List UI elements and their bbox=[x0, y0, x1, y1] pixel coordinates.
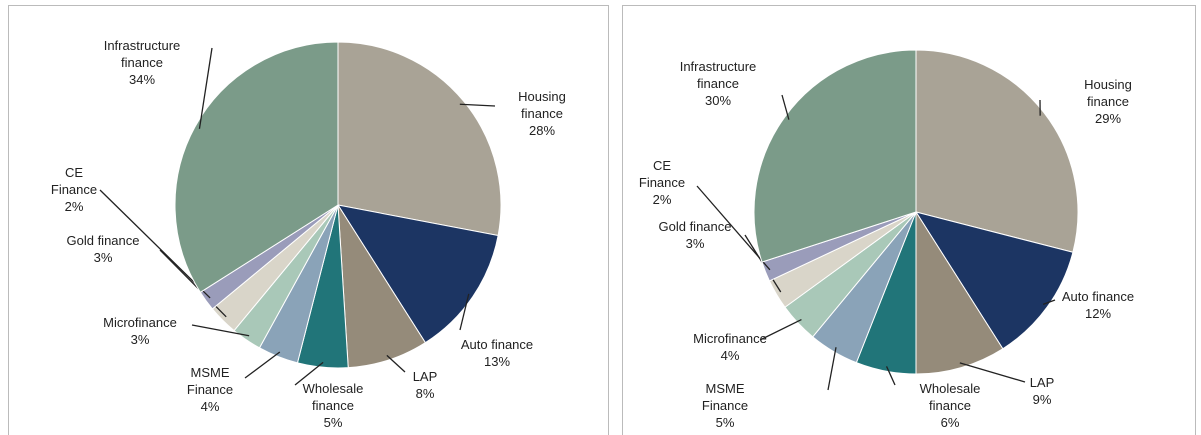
leader-line bbox=[459, 293, 470, 331]
slice-value-label: 13% bbox=[483, 354, 511, 369]
leader-line bbox=[696, 185, 771, 271]
slice-value-label: 5% bbox=[715, 415, 735, 430]
panel bbox=[622, 5, 1196, 435]
slice-label: Housing finance bbox=[518, 89, 566, 121]
slice-label: MSME Finance bbox=[186, 365, 234, 397]
slice-label: LAP bbox=[412, 369, 438, 384]
slice-value-label: 28% bbox=[528, 123, 556, 138]
slice-value-label: 2% bbox=[64, 199, 84, 214]
leader-line bbox=[781, 94, 790, 120]
slice-value-label: 34% bbox=[128, 72, 156, 87]
slice-value-label: 2% bbox=[652, 192, 672, 207]
slice-label: Microfinance bbox=[693, 331, 767, 346]
leader-line bbox=[198, 47, 213, 129]
slice-label: CE Finance bbox=[50, 165, 98, 197]
slice-label: CE Finance bbox=[638, 158, 686, 190]
slice-label: Microfinance bbox=[103, 315, 177, 330]
slice-label: Auto finance bbox=[460, 337, 534, 352]
slice-value-label: 30% bbox=[704, 93, 732, 108]
leader-line bbox=[99, 189, 211, 299]
leader-line bbox=[827, 347, 837, 391]
slice-value-label: 4% bbox=[720, 348, 740, 363]
pie-slice bbox=[336, 204, 499, 344]
slice-value-label: 4% bbox=[200, 399, 220, 414]
slice-label: Infrastructure finance bbox=[679, 59, 757, 91]
slice-label: Gold finance bbox=[66, 233, 140, 248]
slice-value-label: 5% bbox=[323, 415, 343, 430]
slice-value-label: 6% bbox=[940, 415, 960, 430]
slice-label: Infrastructure finance bbox=[103, 38, 181, 70]
leader-line bbox=[459, 103, 496, 107]
pie-slice bbox=[915, 49, 1079, 253]
slice-value-label: 9% bbox=[1032, 392, 1052, 407]
slice-label: Housing finance bbox=[1084, 77, 1132, 109]
slice-value-label: 3% bbox=[685, 236, 705, 251]
slice-label: MSME Finance bbox=[701, 381, 749, 413]
leader-line bbox=[386, 354, 406, 373]
slice-label: LAP bbox=[1029, 375, 1055, 390]
leader-line bbox=[1042, 299, 1056, 305]
slice-value-label: 12% bbox=[1084, 306, 1112, 321]
leader-line bbox=[959, 362, 1026, 383]
slice-label: Gold finance bbox=[658, 219, 732, 234]
leader-line bbox=[294, 361, 324, 386]
slice-label: Wholesale finance bbox=[302, 381, 364, 413]
pie-slice bbox=[174, 41, 339, 294]
slice-label: Wholesale finance bbox=[919, 381, 981, 413]
slice-value-label: 8% bbox=[415, 386, 435, 401]
pie-slice bbox=[337, 41, 502, 237]
leader-line bbox=[191, 324, 250, 337]
slice-value-label: 3% bbox=[130, 332, 150, 347]
pie-slice bbox=[915, 210, 1004, 375]
pie-slice bbox=[914, 211, 1074, 350]
slice-value-label: 29% bbox=[1094, 111, 1122, 126]
leader-line bbox=[244, 351, 281, 379]
panel bbox=[8, 5, 609, 435]
slice-value-label: 3% bbox=[93, 250, 113, 265]
slice-label: Auto finance bbox=[1061, 289, 1135, 304]
leader-line bbox=[885, 366, 896, 386]
pie-slice bbox=[753, 49, 917, 263]
leader-line bbox=[759, 318, 802, 341]
